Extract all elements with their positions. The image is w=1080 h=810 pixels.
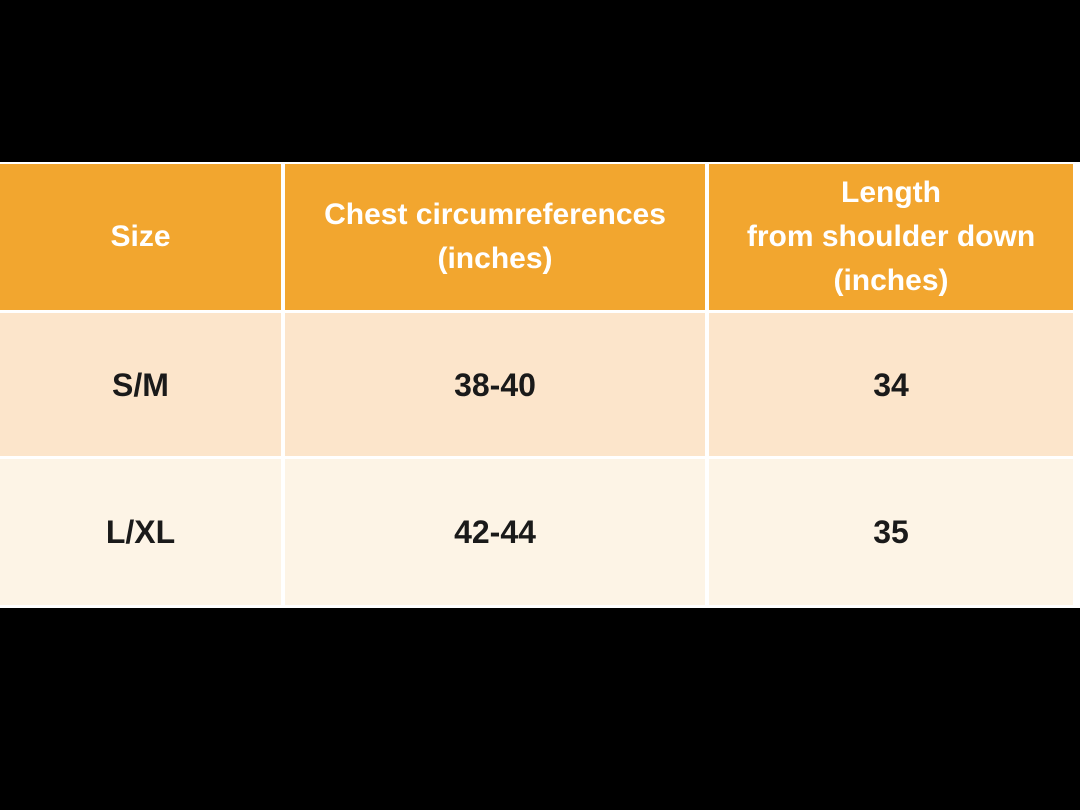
table-row-1-size-value: S/M bbox=[0, 313, 281, 456]
table-row-2-size-value: L/XL bbox=[0, 459, 281, 605]
table-row-2-chest-value: 42-44 bbox=[285, 459, 705, 605]
header-cell-size: Size bbox=[0, 164, 281, 310]
bottom-black-bar bbox=[0, 608, 1080, 810]
table-row-2-length-value: 35 bbox=[709, 459, 1073, 605]
header-cell-length: Length from shoulder down (inches) bbox=[709, 164, 1073, 310]
size-chart-table: Size Chest circumreferences (inches) Len… bbox=[0, 164, 1073, 605]
table-row-1-length-value: 34 bbox=[709, 313, 1073, 456]
top-black-bar bbox=[0, 0, 1080, 162]
table-row-1-chest-value: 38-40 bbox=[285, 313, 705, 456]
header-cell-chest-circumference: Chest circumreferences (inches) bbox=[285, 164, 705, 310]
